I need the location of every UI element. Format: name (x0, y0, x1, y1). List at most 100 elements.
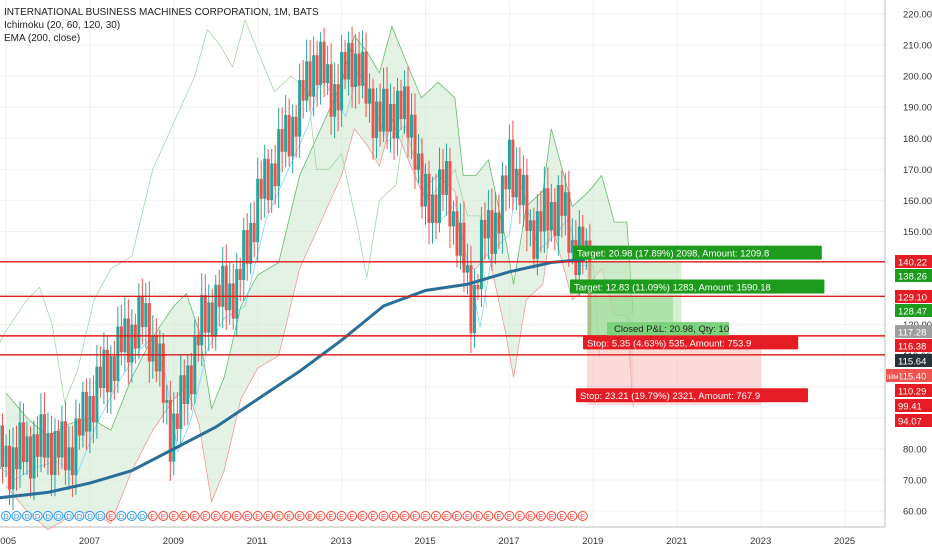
event-marker[interactable] (483, 511, 494, 521)
candle (396, 90, 400, 139)
event-marker[interactable] (472, 511, 483, 521)
event-marker[interactable] (556, 511, 567, 521)
target-label-2[interactable]: Target: 12.83 (11.09%) 1283, Amount: 159… (574, 283, 771, 294)
event-marker[interactable] (137, 511, 148, 521)
event-marker[interactable] (74, 511, 85, 521)
event-marker[interactable] (315, 511, 326, 521)
ema-legend[interactable]: EMA (200, close) (4, 33, 81, 44)
event-marker[interactable] (399, 511, 410, 521)
candle (105, 349, 109, 393)
x-tick-label: 2019 (582, 536, 603, 547)
event-marker[interactable] (462, 511, 473, 521)
event-marker-label: E (507, 512, 512, 521)
event-marker[interactable] (147, 511, 158, 521)
candle (535, 211, 539, 259)
event-marker[interactable] (420, 511, 431, 521)
event-marker[interactable] (126, 511, 137, 521)
candle (25, 436, 29, 463)
event-marker[interactable] (21, 511, 32, 521)
candle (224, 265, 228, 311)
event-marker[interactable] (84, 511, 95, 521)
event-marker[interactable] (430, 511, 441, 521)
event-marker[interactable] (1, 511, 11, 521)
event-marker[interactable] (95, 511, 106, 521)
event-marker[interactable] (336, 511, 347, 521)
candle (462, 222, 466, 273)
event-marker[interactable] (451, 511, 462, 521)
event-marker[interactable] (158, 511, 169, 521)
candle (413, 114, 417, 170)
candle (563, 192, 567, 216)
stop-label-1[interactable]: Stop: 5.35 (4.63%) 535, Amount: 753.9 (587, 338, 751, 349)
event-marker[interactable] (210, 511, 221, 521)
event-marker[interactable] (32, 511, 43, 521)
candle (322, 41, 326, 84)
event-marker[interactable] (368, 511, 379, 521)
event-marker[interactable] (189, 511, 200, 521)
x-tick-label: 2009 (163, 536, 184, 547)
candle (465, 265, 469, 273)
event-marker[interactable] (535, 511, 546, 521)
event-marker[interactable] (577, 511, 588, 521)
event-marker[interactable] (525, 511, 536, 521)
event-marker[interactable] (116, 511, 127, 521)
symbol-title[interactable]: INTERNATIONAL BUSINESS MACHINES CORPORAT… (4, 7, 319, 18)
event-marker[interactable] (410, 511, 421, 521)
event-marker-label: E (391, 512, 396, 521)
event-marker[interactable] (42, 511, 53, 521)
event-marker-label: E (423, 512, 428, 521)
event-marker[interactable] (493, 511, 504, 521)
event-marker[interactable] (347, 511, 358, 521)
candle (451, 211, 455, 227)
candle (441, 169, 445, 195)
event-marker[interactable] (441, 511, 452, 521)
candle (126, 318, 130, 363)
candle (172, 413, 176, 462)
event-marker[interactable] (305, 511, 316, 521)
event-marker-label: E (182, 512, 187, 521)
event-marker[interactable] (221, 511, 232, 521)
event-marker[interactable] (63, 511, 74, 521)
candle (130, 324, 134, 363)
event-marker-label: E (486, 512, 491, 521)
event-marker[interactable] (326, 511, 337, 521)
event-marker[interactable] (357, 511, 368, 521)
candle (133, 324, 137, 349)
event-marker[interactable] (242, 511, 253, 521)
event-marker[interactable] (284, 511, 295, 521)
price-label: 99.41 (898, 402, 922, 413)
event-marker[interactable] (231, 511, 242, 521)
event-marker[interactable] (546, 511, 557, 521)
event-marker[interactable] (273, 511, 284, 521)
candle (382, 88, 386, 132)
candle (507, 139, 511, 190)
stop-label-2[interactable]: Stop: 23.21 (19.79%) 2321, Amount: 767.9 (580, 391, 760, 402)
ichimoku-legend[interactable]: Ichimoku (20, 60, 120, 30) (4, 20, 121, 31)
event-marker[interactable] (514, 511, 525, 521)
event-marker[interactable] (378, 511, 389, 521)
event-marker-label: E (150, 512, 155, 521)
event-marker[interactable] (263, 511, 274, 521)
candle (560, 185, 564, 216)
candle (193, 336, 197, 395)
event-marker[interactable] (567, 511, 578, 521)
event-marker[interactable] (200, 511, 211, 521)
candle (116, 326, 120, 381)
event-marker[interactable] (389, 511, 400, 521)
event-marker[interactable] (252, 511, 263, 521)
event-marker[interactable] (504, 511, 515, 521)
price-label-bg (895, 290, 932, 303)
event-marker[interactable] (53, 511, 64, 521)
price-label: 117.28 (898, 328, 926, 339)
event-marker[interactable] (11, 511, 22, 521)
event-marker[interactable] (179, 511, 190, 521)
event-marker[interactable] (168, 511, 179, 521)
candle (11, 447, 15, 490)
price-label-bg (895, 255, 932, 268)
y-tick-label: 170.00 (903, 165, 932, 176)
target-label-1[interactable]: Target: 20.98 (17.89%) 2098, Amount: 120… (577, 249, 769, 260)
price-label: 116.38 (898, 342, 926, 353)
event-marker[interactable] (105, 511, 116, 521)
event-marker[interactable] (294, 511, 305, 521)
